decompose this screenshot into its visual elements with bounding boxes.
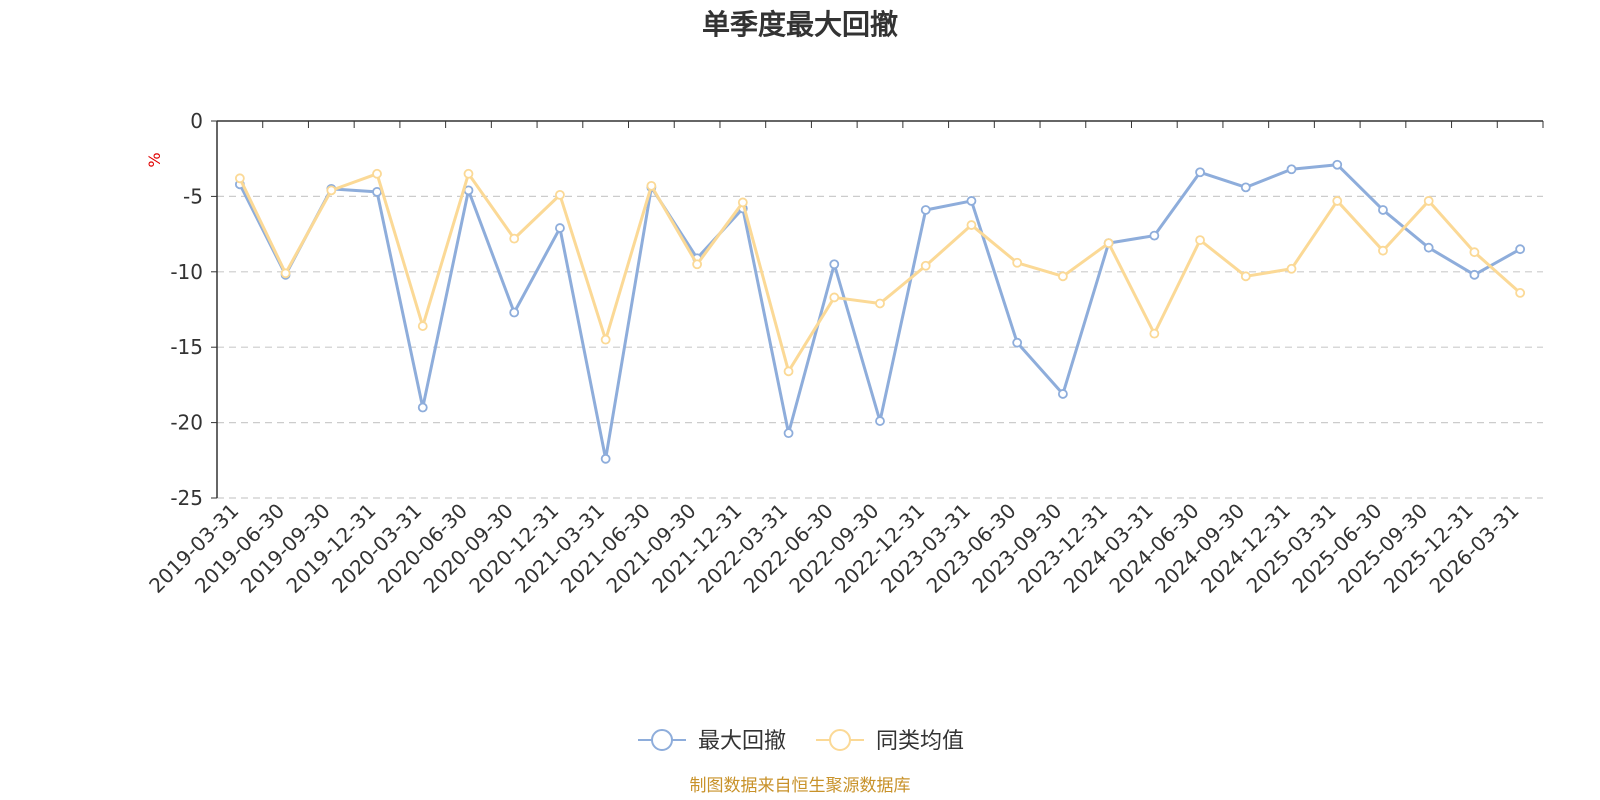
data-point-1: [1012, 257, 1023, 268]
legend-label: 同类均值: [876, 729, 964, 754]
data-point-1: [1149, 328, 1160, 339]
data-point-1: [1515, 288, 1526, 298]
data-point-1: [783, 366, 794, 377]
data-point-1: [463, 168, 474, 179]
data-point-1: [1332, 196, 1343, 206]
data-point-1: [417, 321, 428, 331]
y-tick-label: -15: [170, 335, 203, 359]
data-point-1: [646, 180, 657, 191]
data-point-0: [600, 453, 611, 464]
data-point-1: [829, 292, 840, 303]
data-point-0: [1469, 269, 1480, 280]
legend-item-0[interactable]: 最大回撤: [638, 729, 786, 754]
data-point-0: [1149, 230, 1160, 241]
chart-title: 单季度最大回撤: [702, 8, 898, 41]
data-point-1: [280, 268, 291, 279]
y-tick-label: -20: [170, 411, 203, 435]
data-point-1: [509, 233, 520, 244]
data-point-1: [555, 189, 565, 200]
data-point-0: [417, 402, 428, 413]
data-point-1: [737, 197, 748, 208]
data-point-0: [1515, 244, 1526, 255]
data-point-0: [555, 223, 565, 233]
data-point-0: [1286, 164, 1297, 175]
legend-circle-icon: [651, 729, 673, 751]
data-point-0: [1332, 159, 1343, 170]
y-tick-label: -5: [183, 184, 203, 208]
data-point-1: [1057, 271, 1068, 282]
data-point-0: [1012, 337, 1023, 348]
data-point-0: [920, 205, 931, 215]
data-point-1: [1103, 238, 1114, 249]
data-point-1: [372, 168, 382, 179]
data-point-1: [600, 334, 611, 345]
y-tick-label: -25: [170, 486, 203, 510]
y-tick-label: -10: [170, 260, 203, 284]
data-point-0: [829, 259, 840, 270]
data-point-0: [1240, 182, 1251, 193]
data-point-0: [1423, 242, 1434, 253]
data-point-1: [920, 260, 931, 271]
data-point-1: [966, 220, 977, 230]
data-source-note: 制图数据来自恒生聚源数据库: [690, 776, 911, 796]
data-point-1: [1423, 196, 1434, 206]
data-point-1: [692, 259, 703, 270]
data-point-1: [234, 173, 245, 184]
data-point-0: [1195, 167, 1205, 178]
data-point-0: [509, 307, 520, 318]
data-point-1: [326, 185, 337, 196]
data-point-0: [372, 186, 382, 197]
legend[interactable]: 最大回撤 同类均值: [638, 729, 964, 754]
y-axis-unit: %: [145, 152, 164, 167]
data-point-1: [1240, 271, 1251, 282]
y-tick-label: 0: [190, 109, 203, 133]
series-line-0: [238, 163, 1521, 461]
data-point-1: [1195, 235, 1205, 246]
series-line-1: [238, 172, 1522, 373]
legend-item-1[interactable]: 同类均值: [816, 729, 964, 754]
legend-circle-icon: [829, 729, 851, 751]
data-point-1: [1378, 245, 1388, 256]
data-point-0: [1378, 205, 1388, 215]
data-point-1: [1469, 247, 1480, 258]
data-point-0: [783, 428, 794, 439]
data-point-0: [1057, 389, 1068, 399]
data-point-1: [1286, 263, 1297, 274]
data-point-0: [875, 416, 885, 426]
grid-layer: [217, 195, 1543, 499]
data-point-0: [966, 196, 977, 206]
series-layer: [234, 159, 1526, 464]
data-point-1: [875, 298, 885, 309]
legend-label: 最大回撤: [698, 729, 786, 754]
